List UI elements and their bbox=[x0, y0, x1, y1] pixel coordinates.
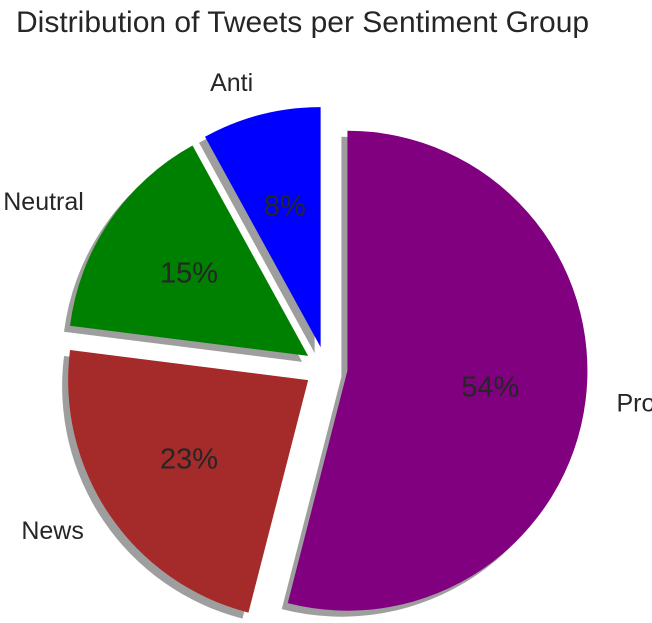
pie-slice-neutral bbox=[70, 145, 309, 356]
pct-label-neutral: 15% bbox=[160, 258, 218, 290]
pct-label-anti: 8% bbox=[264, 190, 306, 222]
pie-labels: Anti 8% Neutral 15% News 23% Pro 54% bbox=[3, 69, 652, 545]
pct-label-news: 23% bbox=[160, 444, 218, 476]
pie-slice-news bbox=[68, 350, 309, 613]
pct-label-pro: 54% bbox=[461, 371, 519, 403]
slice-label-pro: Pro bbox=[616, 389, 652, 417]
slice-label-neutral: Neutral bbox=[3, 188, 84, 216]
slice-label-anti: Anti bbox=[210, 69, 253, 97]
pie-slice-anti bbox=[205, 107, 321, 348]
chart-title: Distribution of Tweets per Sentiment Gro… bbox=[16, 6, 590, 39]
pie-slices bbox=[68, 107, 588, 613]
pie-slice-pro bbox=[287, 130, 588, 611]
slice-label-news: News bbox=[21, 517, 84, 545]
